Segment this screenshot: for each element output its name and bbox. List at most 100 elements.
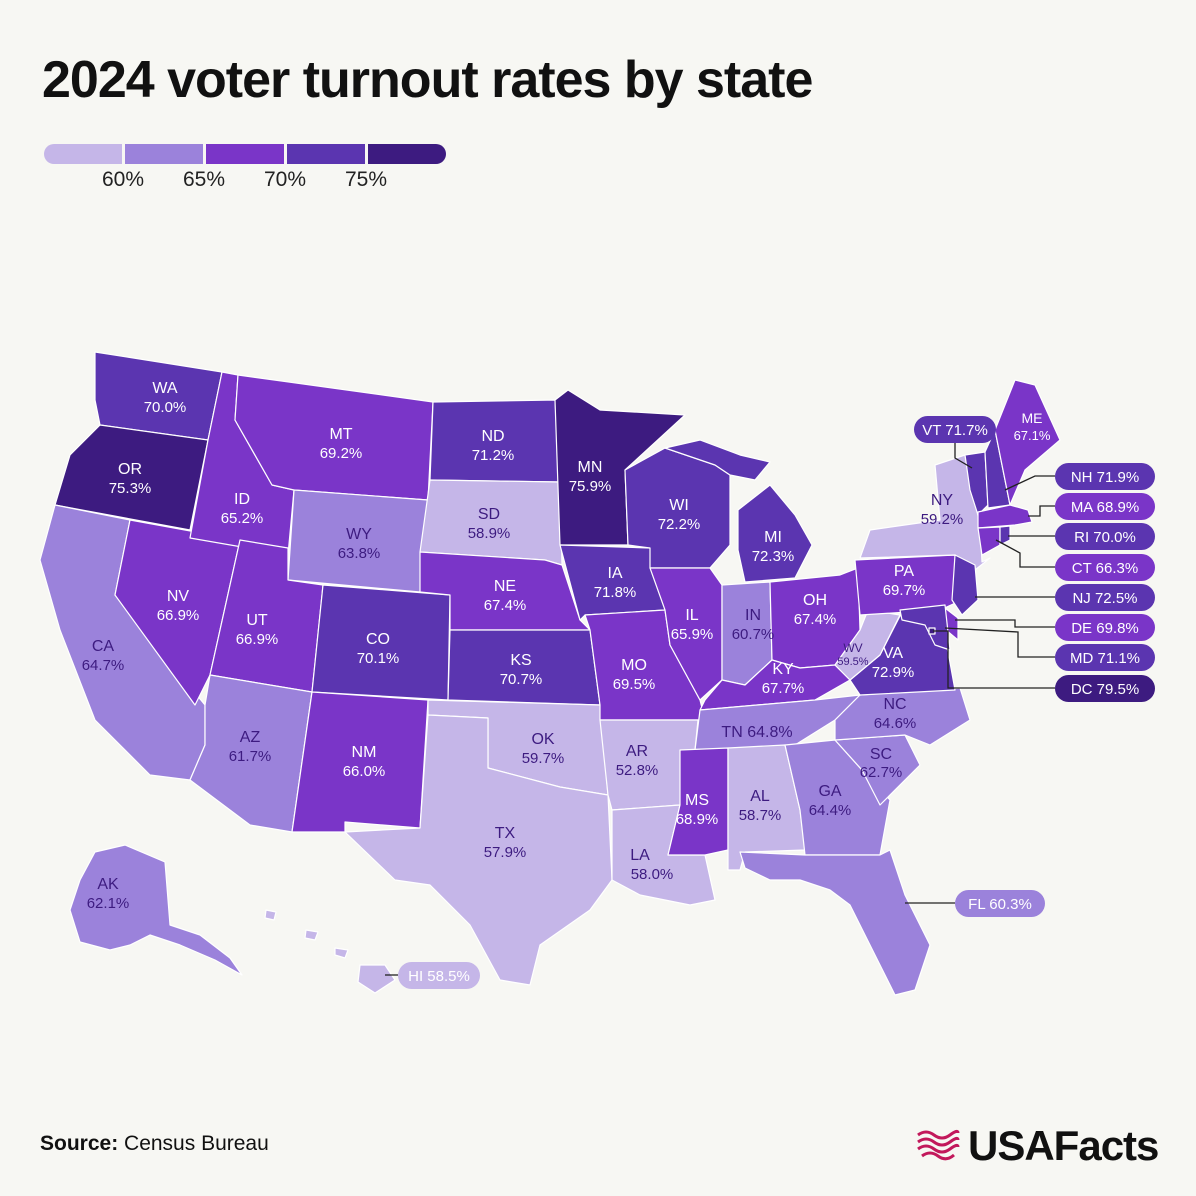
source-text: Census Bureau	[124, 1132, 269, 1155]
legend-swatch-4	[287, 144, 365, 164]
state-NM[interactable]	[291, 691, 429, 833]
label-tx: TX	[495, 825, 516, 842]
label-sc: SC	[870, 746, 892, 763]
value-nd: 71.2%	[472, 447, 515, 464]
value-ks: 70.7%	[500, 671, 543, 688]
callout-badges: VT 71.7% NH 71.9% MA 68.9% RI 70.0% CT 6…	[398, 416, 1155, 989]
callout-ri: RI 70.0%	[1055, 523, 1155, 550]
value-al: 58.7%	[739, 807, 782, 824]
value-ne: 67.4%	[484, 597, 527, 614]
label-il: IL	[685, 607, 698, 624]
label-mo: MO	[621, 657, 647, 674]
label-or: OR	[118, 461, 142, 478]
leader-ma	[1028, 505, 1055, 517]
legend-tick-70: 70%	[263, 168, 307, 191]
legend-swatch-5	[368, 144, 446, 164]
state-HI-big[interactable]	[357, 964, 396, 994]
value-va: 72.9%	[872, 664, 915, 681]
source-label: Source:	[40, 1132, 119, 1155]
label-nv: NV	[167, 588, 190, 605]
leader-md	[944, 627, 1055, 658]
value-wa: 70.0%	[144, 399, 187, 416]
value-nc: 64.6%	[874, 715, 917, 732]
label-nc: NC	[883, 696, 906, 713]
label-mi: MI	[764, 529, 782, 546]
value-id: 65.2%	[221, 510, 264, 527]
label-wv: WV	[843, 641, 862, 655]
label-ak: AK	[97, 876, 119, 893]
brand-logo: USAFacts	[916, 1122, 1159, 1170]
callout-ma: MA 68.9%	[1055, 493, 1155, 520]
label-co: CO	[366, 631, 390, 648]
leader-lines	[385, 443, 1055, 976]
value-tx: 57.9%	[484, 844, 527, 861]
leader-ct	[995, 539, 1055, 568]
value-ny: 59.2%	[921, 511, 964, 528]
color-legend: 60% 65% 70% 75%	[44, 144, 446, 194]
value-la: 58.0%	[631, 866, 674, 883]
source-note: Source: Census Bureau	[40, 1132, 269, 1156]
legend-swatch-3	[206, 144, 284, 164]
state-MA[interactable]	[977, 504, 1033, 529]
callout-nj: NJ 72.5%	[1055, 584, 1155, 611]
state-HI-oahu[interactable]	[304, 929, 319, 941]
value-ok: 59.7%	[522, 750, 565, 767]
legend-tick-65: 65%	[182, 168, 226, 191]
state-RI[interactable]	[999, 525, 1011, 546]
callout-tn-text: TN 64.8%	[721, 724, 792, 741]
value-wv: 59.5%	[837, 656, 868, 668]
value-ar: 52.8%	[616, 762, 659, 779]
value-me: 67.1%	[1014, 428, 1051, 443]
value-or: 75.3%	[109, 480, 152, 497]
label-al: AL	[750, 788, 770, 805]
value-pa: 69.7%	[883, 582, 926, 599]
callout-ct: CT 66.3%	[1055, 554, 1155, 581]
label-wi: WI	[669, 497, 689, 514]
callout-nj-text: NJ 72.5%	[1072, 590, 1137, 607]
value-ms: 68.9%	[676, 811, 719, 828]
state-WV[interactable]	[834, 609, 901, 681]
value-sd: 58.9%	[468, 525, 511, 542]
state-TX[interactable]	[344, 714, 613, 986]
state-HI-kauai[interactable]	[264, 909, 277, 921]
callout-hi: HI 58.5%	[398, 962, 480, 989]
legend-swatch-1	[44, 144, 122, 164]
label-ny: NY	[931, 492, 954, 509]
state-HI-maui[interactable]	[334, 947, 349, 959]
state-NJ[interactable]	[951, 554, 979, 616]
state-MI[interactable]	[737, 484, 813, 583]
label-sd: SD	[478, 506, 500, 523]
state-AK[interactable]	[69, 844, 243, 976]
label-ok: OK	[531, 731, 554, 748]
leader-dc	[933, 630, 1055, 689]
state-MI-UP[interactable]	[664, 439, 771, 481]
label-ne: NE	[494, 578, 516, 595]
label-mn: MN	[578, 459, 603, 476]
state-IL[interactable]	[649, 567, 723, 701]
legend-swatch-2	[125, 144, 203, 164]
state-OR[interactable]	[54, 424, 209, 531]
label-in: IN	[745, 607, 761, 624]
value-nv: 66.9%	[157, 607, 200, 624]
label-mt: MT	[329, 426, 352, 443]
state-DC[interactable]	[928, 627, 936, 635]
label-me: ME	[1022, 410, 1043, 426]
value-nm: 66.0%	[343, 763, 386, 780]
value-co: 70.1%	[357, 650, 400, 667]
callout-de-text: DE 69.8%	[1071, 620, 1139, 637]
callout-nh-text: NH 71.9%	[1071, 469, 1139, 486]
label-ga: GA	[818, 783, 841, 800]
page-title: 2024 voter turnout rates by state	[42, 51, 813, 109]
state-MD[interactable]	[899, 604, 951, 651]
state-FL[interactable]	[739, 849, 931, 996]
legend-tick-75: 75%	[344, 168, 388, 191]
value-ia: 71.8%	[594, 584, 637, 601]
callout-fl-text: FL 60.3%	[968, 896, 1032, 913]
label-ar: AR	[626, 743, 648, 760]
callout-ct-text: CT 66.3%	[1072, 560, 1138, 577]
label-ut: UT	[246, 612, 268, 629]
leader-de	[955, 619, 1055, 628]
value-mo: 69.5%	[613, 676, 656, 693]
legend-tick-60: 60%	[101, 168, 145, 191]
state-NY[interactable]	[859, 454, 991, 571]
